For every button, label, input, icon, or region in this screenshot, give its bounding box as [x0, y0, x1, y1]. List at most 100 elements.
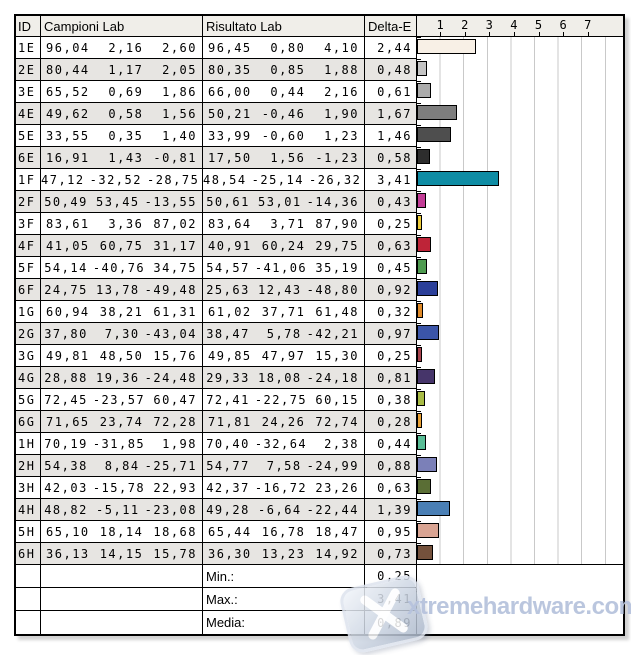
scale-tick-mark — [489, 32, 491, 36]
delta-e-bar-cell — [417, 37, 623, 59]
delta-e-value: 1,39 — [365, 499, 417, 521]
risultato-b: -14,36 — [306, 194, 359, 209]
row-id: 2E — [16, 59, 41, 81]
delta-e-value: 0,45 — [365, 257, 417, 279]
campioni-b: 15,76 — [153, 348, 197, 363]
campioni-l: 33,55 — [46, 128, 90, 143]
summary-empty-cell — [41, 588, 203, 611]
risultato-lab-values: 38,47 5,78 -42,21 — [203, 323, 365, 345]
campioni-a: 3,36 — [108, 216, 144, 231]
delta-e-value: 0,81 — [365, 367, 417, 389]
row-id: 3F — [16, 213, 41, 235]
risultato-l: 40,91 — [208, 238, 252, 253]
row-id: 1E — [16, 37, 41, 59]
campioni-b: 15,78 — [153, 546, 197, 561]
campioni-l: 42,03 — [44, 480, 88, 495]
risultato-l: 25,63 — [206, 282, 250, 297]
campioni-lab-values: 48,82 -5,11 -23,08 — [41, 499, 203, 521]
campioni-l: 49,62 — [46, 106, 90, 121]
campioni-a: 19,36 — [96, 370, 140, 385]
summary-label: Min.: — [203, 565, 365, 588]
delta-e-bar-cell — [417, 169, 623, 191]
campioni-lab-values: 80,44 1,17 2,05 — [41, 59, 203, 81]
campioni-lab-values: 54,38 8,84 -25,71 — [41, 455, 203, 477]
campioni-lab-values: 65,10 18,14 18,68 — [41, 521, 203, 543]
row-id: 3H — [16, 477, 41, 499]
campioni-lab-values: 71,65 23,74 72,28 — [41, 411, 203, 433]
campioni-b: 34,75 — [153, 260, 197, 275]
campioni-lab-values: 28,88 19,36 -24,48 — [41, 367, 203, 389]
delta-e-value: 0,73 — [365, 543, 417, 565]
risultato-l: 38,47 — [206, 326, 250, 341]
risultato-a: 53,01 — [258, 194, 302, 209]
campioni-b: -23,08 — [144, 502, 197, 517]
row-id: 2G — [16, 323, 41, 345]
delta-e-value: 0,32 — [365, 301, 417, 323]
delta-e-bar-cell — [417, 103, 623, 125]
delta-e-bar — [417, 61, 427, 76]
risultato-l: 50,61 — [206, 194, 250, 209]
delta-e-bar — [417, 39, 476, 54]
delta-e-bar — [417, 303, 423, 318]
campioni-lab-values: 70,19 -31,85 1,98 — [41, 433, 203, 455]
risultato-a: -6,64 — [258, 502, 302, 517]
risultato-b: -24,18 — [306, 370, 359, 385]
row-id: 1G — [16, 301, 41, 323]
delta-e-bar-cell — [417, 125, 623, 147]
campioni-lab-values: 60,94 38,21 61,31 — [41, 301, 203, 323]
risultato-lab-values: 50,21 -0,46 1,90 — [203, 103, 365, 125]
delta-e-bar-cell — [417, 301, 623, 323]
risultato-lab-values: 54,57 -41,06 35,19 — [203, 257, 365, 279]
campioni-l: 37,80 — [44, 326, 88, 341]
risultato-l: 36,30 — [208, 546, 252, 561]
risultato-lab-values: 29,33 18,08 -24,18 — [203, 367, 365, 389]
delta-e-value: 0,92 — [365, 279, 417, 301]
row-id: 3G — [16, 345, 41, 367]
delta-e-bar — [417, 171, 499, 186]
risultato-a: 60,24 — [261, 238, 306, 253]
risultato-l: 61,02 — [208, 304, 252, 319]
delta-e-bar — [417, 259, 427, 274]
delta-e-bar — [417, 501, 450, 516]
campioni-l: 28,88 — [44, 370, 88, 385]
campioni-a: 8,84 — [104, 458, 140, 473]
delta-e-value: 0,58 — [365, 147, 417, 169]
campioni-a: -40,76 — [92, 260, 146, 275]
row-id: 5H — [16, 521, 41, 543]
delta-e-value: 1,46 — [365, 125, 417, 147]
delta-e-bar-cell — [417, 543, 623, 565]
delta-e-bar — [417, 325, 439, 340]
delta-e-value: 0,28 — [365, 411, 417, 433]
risultato-lab-values: 49,28 -6,64 -22,44 — [203, 499, 365, 521]
risultato-a: 16,78 — [261, 524, 306, 539]
campioni-lab-values: 42,03 -15,78 22,93 — [41, 477, 203, 499]
delta-e-bar — [417, 281, 438, 296]
risultato-lab-values: 49,85 47,97 15,30 — [203, 345, 365, 367]
delta-e-bar-cell — [417, 389, 623, 411]
campioni-b: 60,47 — [153, 392, 197, 407]
delta-e-bar-cell — [417, 213, 623, 235]
delta-e-bar — [417, 193, 426, 208]
campioni-l: 41,05 — [46, 238, 90, 253]
campioni-a: 7,30 — [104, 326, 140, 341]
risultato-a: 47,97 — [261, 348, 306, 363]
risultato-b: 87,90 — [315, 216, 359, 231]
campioni-lab-values: 24,75 13,78 -49,48 — [41, 279, 203, 301]
campioni-a: 0,35 — [108, 128, 144, 143]
campioni-a: 13,78 — [96, 282, 140, 297]
scale-tick-mark — [538, 32, 540, 36]
row-id: 2H — [16, 455, 41, 477]
risultato-a: -0,46 — [261, 106, 306, 121]
campioni-a: -5,11 — [96, 502, 140, 517]
risultato-l: 66,00 — [208, 84, 252, 99]
row-id: 4F — [16, 235, 41, 257]
delta-e-bar-cell — [417, 279, 623, 301]
delta-e-bar-cell — [417, 521, 623, 543]
summary-empty-cell — [41, 565, 203, 588]
delta-e-value: 0,43 — [365, 191, 417, 213]
risultato-lab-values: 36,30 13,23 14,92 — [203, 543, 365, 565]
delta-e-bar-cell — [417, 81, 623, 103]
campioni-l: 60,94 — [46, 304, 90, 319]
